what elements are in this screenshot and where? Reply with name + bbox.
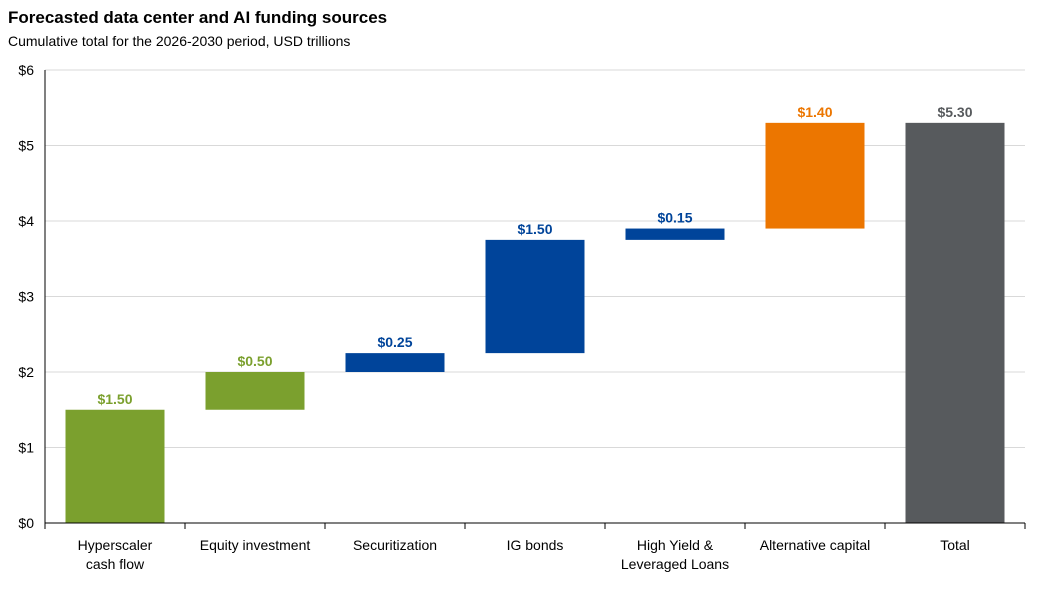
y-tick-label: $0 (18, 515, 34, 531)
data-label: $1.50 (517, 221, 552, 237)
bar (65, 409, 165, 523)
y-tick-label: $6 (18, 62, 34, 78)
data-label: $1.50 (97, 391, 132, 407)
x-category-label: Securitization (353, 537, 437, 553)
data-label: $0.25 (377, 334, 412, 350)
bar (905, 122, 1005, 523)
y-tick-label: $4 (18, 213, 34, 229)
x-category-label: Alternative capital (760, 537, 871, 553)
chart-subtitle: Cumulative total for the 2026-2030 perio… (8, 33, 351, 49)
bar (765, 122, 865, 229)
data-label: $0.50 (237, 353, 272, 369)
data-label: $0.15 (657, 210, 692, 226)
y-tick-label: $2 (18, 364, 34, 380)
data-label: $1.40 (797, 104, 832, 120)
bar (485, 239, 585, 354)
x-category-label: IG bonds (507, 537, 564, 553)
bar (205, 372, 305, 410)
chart-title: Forecasted data center and AI funding so… (8, 8, 388, 27)
x-category-label: Equity investment (200, 537, 311, 553)
y-tick-label: $5 (18, 138, 34, 154)
y-tick-label: $1 (18, 440, 34, 456)
bar (625, 228, 725, 240)
bar (345, 353, 445, 372)
x-category-label: Total (940, 537, 970, 553)
data-label: $5.30 (937, 104, 972, 120)
y-tick-label: $3 (18, 289, 34, 305)
x-category-label: Hyperscaler cash flow (78, 537, 153, 572)
x-category-label: High Yield & Leveraged Loans (621, 537, 729, 572)
